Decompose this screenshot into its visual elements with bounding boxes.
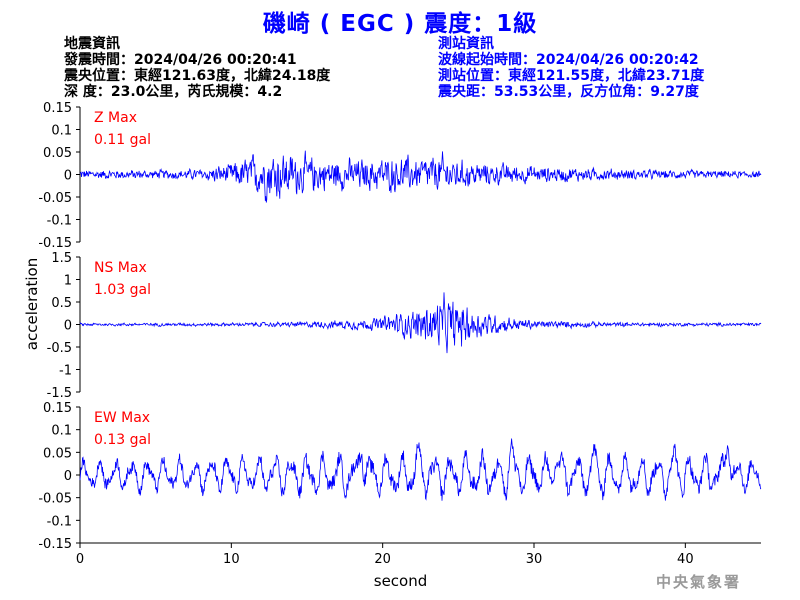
max-value-ns: 1.03 gal: [94, 282, 151, 298]
trace-ns: [79, 292, 762, 354]
agency-watermark: 中央氣象署: [656, 573, 742, 591]
y-tick-label-ns: -0.5: [47, 341, 72, 356]
y-tick-label-ew: -0.1: [47, 514, 72, 529]
x-tick-label: 10: [223, 552, 240, 567]
station-info-block: 測站資訊 波線起始時間：2024/04/26 00:20:42 測站位置：東經1…: [438, 36, 704, 100]
max-value-ew: 0.13 gal: [94, 432, 151, 448]
y-tick-label-ew: 0.05: [43, 446, 72, 461]
trace-ew: [79, 438, 762, 501]
x-axis-title: second: [374, 572, 428, 590]
y-tick-label-z: 0: [64, 169, 72, 184]
max-label-ns: NS Max: [94, 260, 147, 276]
max-label-z: Z Max: [94, 110, 137, 126]
y-tick-label-ns: -1: [59, 364, 72, 379]
y-tick-label-ns: 0: [64, 319, 72, 334]
trace-z: [79, 150, 762, 203]
y-tick-label-ns: -1.5: [47, 386, 72, 401]
x-tick-label: 0: [76, 552, 84, 567]
y-tick-label-ew: 0: [64, 469, 72, 484]
y-tick-label-ns: 1: [64, 274, 72, 289]
y-tick-label-ew: -0.15: [38, 537, 72, 552]
y-tick-label-ew: -0.05: [38, 492, 72, 507]
y-tick-label-ns: 0.5: [51, 296, 72, 311]
y-tick-label-z: -0.1: [47, 214, 72, 229]
epicenter-location: 震央位置：東經121.63度，北緯24.18度: [64, 68, 331, 84]
origin-time: 發震時間：2024/04/26 00:20:41: [64, 52, 297, 68]
station-info-heading: 測站資訊: [438, 36, 494, 52]
x-tick-label: 40: [677, 552, 694, 567]
y-axis-title: acceleration: [23, 258, 41, 350]
x-tick-label: 20: [374, 552, 391, 567]
max-label-ew: EW Max: [94, 410, 150, 426]
max-value-z: 0.11 gal: [94, 132, 151, 148]
station-location: 測站位置：東經121.55度，北緯23.71度: [438, 68, 705, 84]
y-tick-label-z: 0.15: [43, 101, 72, 116]
y-tick-label-ew: 0.15: [43, 401, 72, 416]
event-info-block: 地震資訊 發震時間：2024/04/26 00:20:41 震央位置：東經121…: [64, 36, 330, 100]
y-tick-label-z: 0.05: [43, 146, 72, 161]
depth-magnitude: 深 度：23.0公里，芮氏規模：4.2: [64, 84, 283, 100]
wave-start-time: 波線起始時間：2024/04/26 00:20:42: [438, 52, 699, 68]
event-info-heading: 地震資訊: [64, 36, 120, 52]
y-tick-label-z: -0.15: [38, 236, 72, 251]
y-tick-label-z: 0.1: [51, 124, 72, 139]
y-tick-label-ew: 0.1: [51, 424, 72, 439]
y-tick-label-ns: 1.5: [51, 251, 72, 266]
x-tick-label: 30: [526, 552, 543, 567]
y-tick-label-z: -0.05: [38, 191, 72, 206]
page-title: 磯崎 ( EGC ) 震度：1級: [262, 11, 538, 37]
distance-azimuth: 震央距：53.53公里，反方位角：9.27度: [438, 84, 699, 100]
